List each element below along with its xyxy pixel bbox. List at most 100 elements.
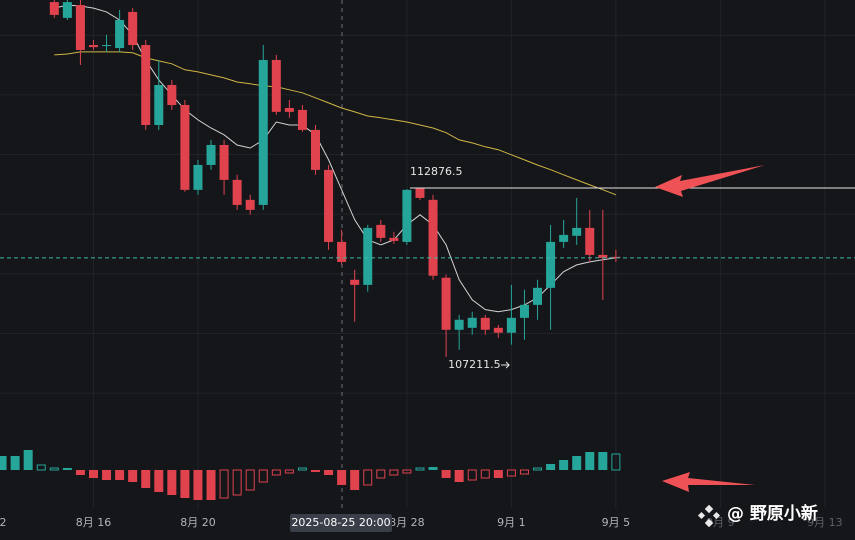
histogram-bar	[480, 469, 490, 479]
candle-body	[454, 319, 464, 330]
histogram-bar	[23, 450, 33, 470]
plot-area: 112876.5 107211.5	[0, 0, 855, 371]
histogram-bar	[389, 469, 399, 476]
histogram-bar	[585, 452, 595, 470]
x-axis: 2 8月 16 8月 20 8月 28 9月 1 9月 5 9月 9 9月 13 2025-08…	[0, 514, 843, 532]
histogram-bar	[533, 467, 543, 471]
x-tick-label: 2	[0, 516, 7, 529]
histogram-bar	[493, 470, 503, 478]
histogram-bar	[284, 469, 294, 474]
high-label: 112876.5	[410, 165, 463, 178]
histogram-bar	[75, 470, 85, 475]
candle-body	[271, 59, 281, 112]
histogram-bar	[36, 464, 46, 471]
histogram-bar	[206, 470, 216, 500]
watermark-logo	[697, 504, 721, 528]
candle-body	[415, 188, 425, 198]
candle-body	[206, 144, 216, 165]
candle-body	[154, 85, 164, 125]
candle-body	[245, 199, 255, 210]
candle-body	[284, 107, 294, 112]
candle-body	[167, 85, 177, 105]
candle-body	[506, 317, 516, 333]
x-tick-label: 9月 1	[497, 516, 526, 529]
candle-body	[441, 277, 451, 330]
histogram-bar	[441, 470, 451, 478]
crosshair-label: 2025-08-25 20:00	[291, 516, 390, 529]
x-tick-label: 8月 16	[76, 516, 112, 529]
candle-body	[389, 237, 399, 241]
x-tick-label: 9月 9	[706, 516, 735, 529]
candle-body	[193, 164, 203, 190]
candle-body	[62, 2, 72, 18]
arrow	[662, 472, 755, 492]
candle-body	[49, 2, 59, 15]
histogram-bar	[454, 470, 464, 482]
candle-body	[258, 59, 268, 205]
candle-body	[102, 45, 112, 47]
low-label: 107211.5	[448, 358, 501, 371]
indicator-pane	[0, 450, 621, 500]
histogram-bar	[193, 470, 203, 500]
low-arrow	[501, 361, 510, 369]
arrow	[655, 165, 765, 197]
histogram-bar	[376, 469, 386, 479]
candle-body	[337, 241, 347, 262]
candle-body	[428, 199, 438, 276]
histogram-bar	[232, 469, 242, 496]
candle-body	[88, 45, 98, 48]
histogram-bar	[10, 456, 20, 470]
histogram-bar	[546, 464, 556, 470]
candle-body	[480, 317, 490, 330]
histogram-bar	[297, 467, 307, 471]
candle-body	[546, 241, 556, 288]
histogram-bar	[611, 453, 621, 471]
histogram-bar	[337, 470, 347, 485]
histogram-bar	[128, 470, 138, 482]
candle-body	[572, 227, 582, 236]
histogram-bar	[559, 460, 569, 470]
histogram-bar	[350, 470, 360, 490]
watermark: @ 野原小新	[727, 503, 818, 524]
histogram-bar	[519, 469, 529, 475]
candle-body	[533, 287, 543, 305]
crosshair-label-box	[290, 514, 392, 532]
histogram-bar	[324, 470, 334, 475]
x-tick-label: 8月 20	[180, 516, 216, 529]
candle-body	[376, 224, 386, 238]
histogram-bar	[572, 456, 582, 470]
candle-body	[363, 227, 373, 285]
histogram-bar	[154, 470, 164, 492]
histogram-bar	[402, 469, 412, 474]
candle-body	[402, 189, 412, 242]
x-tick-label: 9月 5	[602, 516, 631, 529]
candle-body	[350, 279, 360, 285]
candle-body	[493, 327, 503, 333]
histogram-bar	[62, 468, 72, 470]
x-tick-label: 9月 13	[807, 516, 843, 529]
candle-body	[128, 11, 138, 46]
histogram-bar	[258, 469, 268, 483]
candle-body	[180, 105, 190, 190]
histogram-bar	[311, 470, 320, 472]
candle-body	[611, 256, 621, 258]
histogram-bar	[219, 469, 229, 499]
candle-body	[559, 234, 569, 242]
candle-body	[219, 144, 229, 180]
histogram-bar	[167, 470, 177, 495]
histogram-bar	[415, 467, 425, 471]
candle-body	[324, 169, 334, 242]
histogram-bar	[180, 470, 190, 498]
candle-body	[467, 317, 477, 328]
candle-body	[232, 179, 242, 205]
candle-body	[519, 304, 529, 318]
histogram-bar	[115, 470, 125, 480]
candle-body	[115, 19, 125, 49]
candle-body	[311, 129, 320, 170]
candle-body	[585, 227, 595, 255]
candle-body	[75, 5, 85, 50]
x-tick-label: 8月 28	[389, 516, 425, 529]
histogram-bar	[428, 467, 438, 470]
